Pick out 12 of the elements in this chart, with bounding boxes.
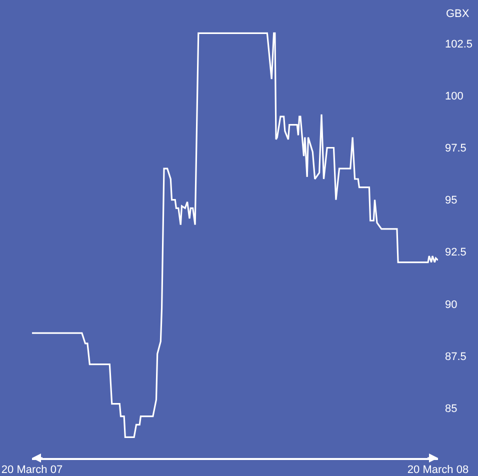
y-tick-label: 92.5 — [445, 246, 466, 259]
y-tick-label: 100 — [445, 90, 464, 103]
x-tick-label: 20 March 07 — [1, 464, 63, 476]
y-axis-title: GBX — [446, 8, 470, 20]
y-tick-label: 102.5 — [445, 38, 473, 50]
y-tick-label: 97.5 — [445, 142, 466, 155]
y-tick-label: 85 — [445, 402, 458, 415]
y-tick-label: 95 — [445, 194, 458, 207]
line-series — [32, 32, 438, 438]
y-tick-label: 90 — [445, 298, 458, 311]
y-tick-label: 87.5 — [445, 350, 466, 363]
x-tick-label: 20 March 08 — [407, 464, 469, 476]
